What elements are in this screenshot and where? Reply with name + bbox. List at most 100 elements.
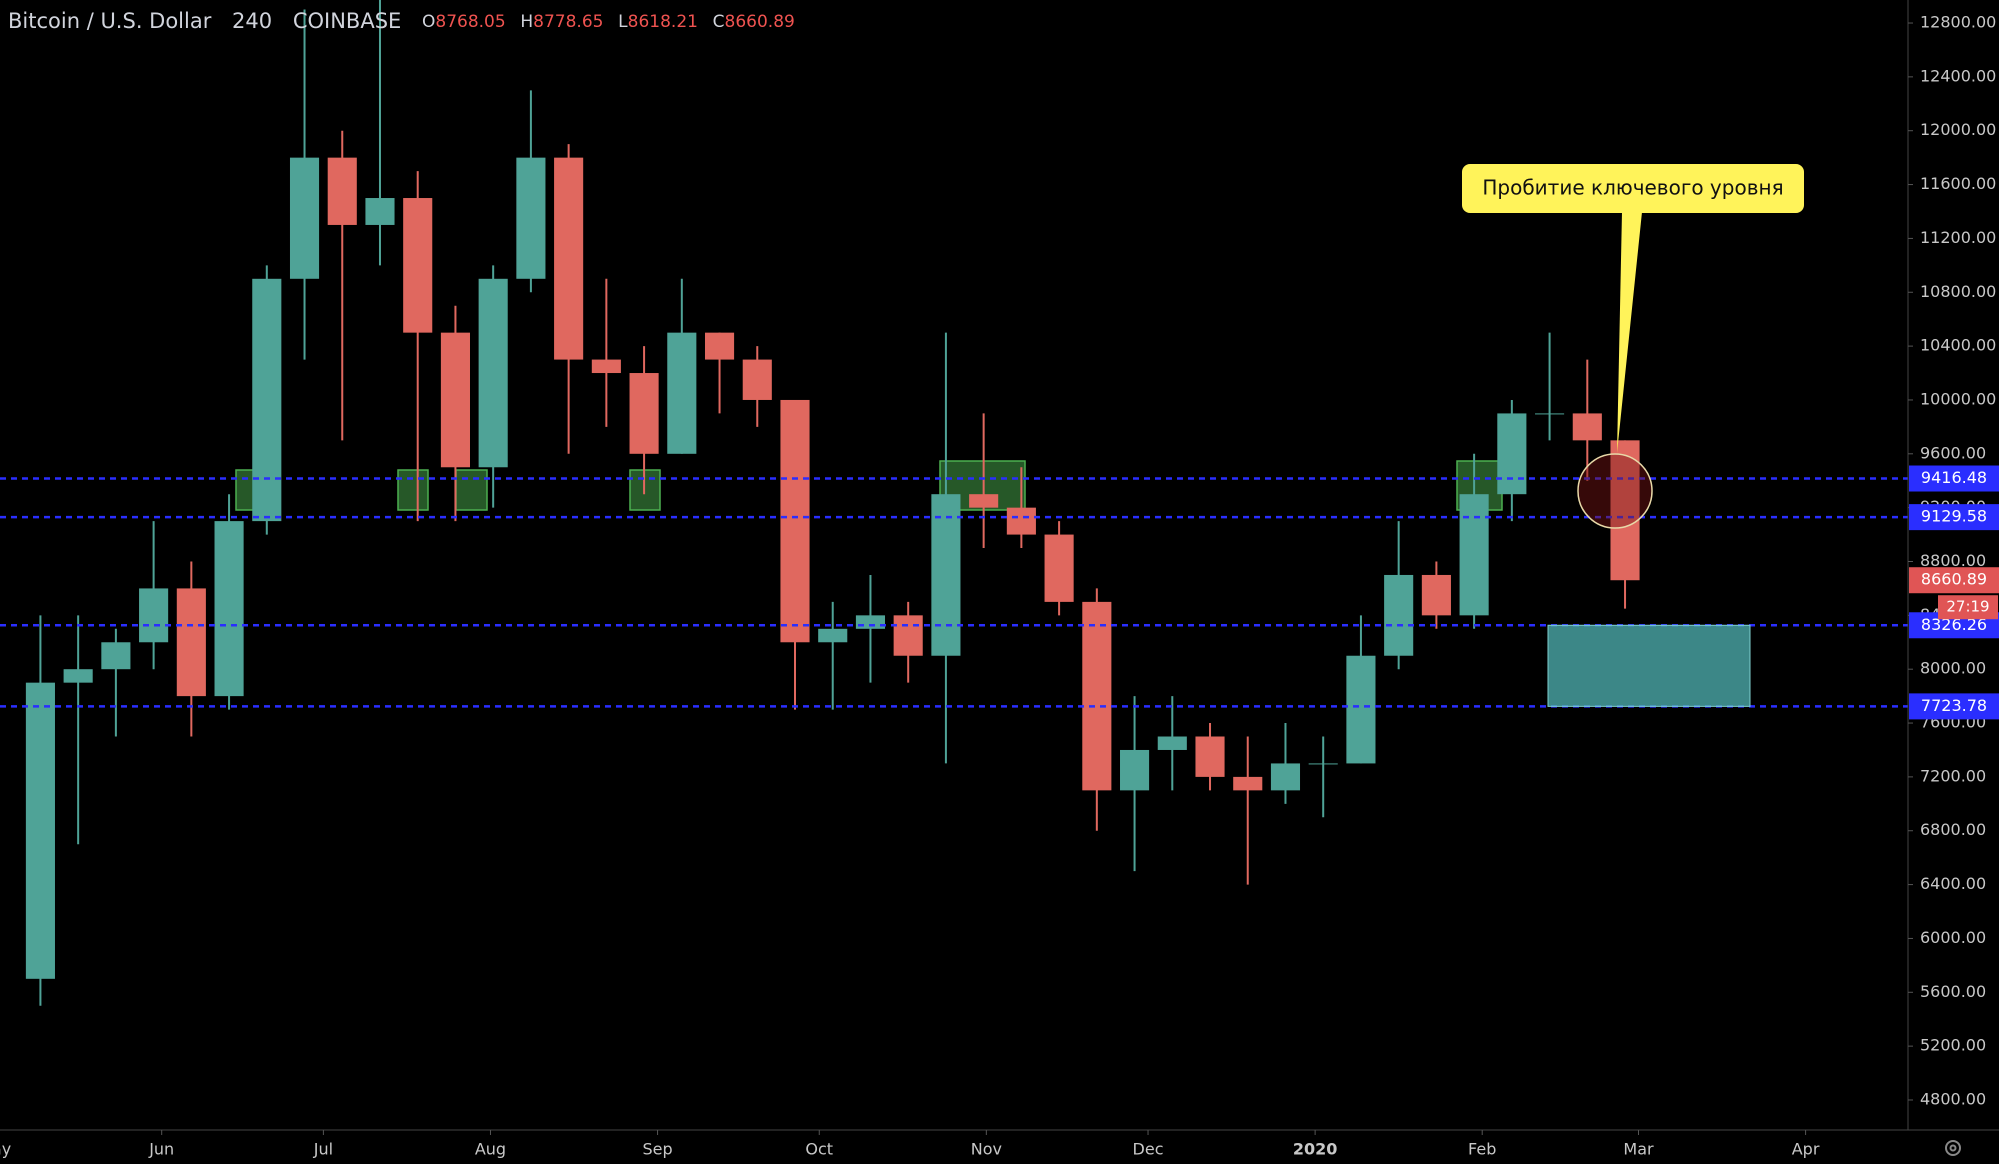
level-label: 7723.78 <box>1921 696 1987 715</box>
callout-pointer <box>1617 212 1642 453</box>
level-label-box <box>1909 693 1999 720</box>
x-tick-label: Aug <box>475 1140 506 1159</box>
candle-body <box>1572 413 1602 441</box>
level-label-box <box>1909 504 1999 531</box>
y-tick-label: 9600.00 <box>1920 443 1986 462</box>
x-tick-label: Feb <box>1468 1140 1496 1159</box>
y-tick-label: 10000.00 <box>1920 389 1996 408</box>
level-label: 9416.48 <box>1921 468 1987 487</box>
zone-box <box>455 469 488 511</box>
y-tick-label: 6400.00 <box>1920 874 1986 893</box>
x-tick-label: Sep <box>642 1140 672 1159</box>
candle-body <box>818 628 848 643</box>
candle-body <box>1233 776 1263 791</box>
candle-body <box>1384 574 1414 656</box>
candle-body <box>516 157 546 279</box>
y-tick-label: 8800.00 <box>1920 551 1986 570</box>
y-tick-label: 12800.00 <box>1920 13 1996 32</box>
callout-text: Пробитие ключевого уровня <box>1482 176 1783 200</box>
candles <box>25 0 1640 1006</box>
candle-body <box>1610 440 1640 581</box>
exchange: COINBASE <box>293 9 401 33</box>
candle-body <box>893 615 923 656</box>
candle-body <box>1497 413 1527 495</box>
y-tick-label: 7200.00 <box>1920 766 1986 785</box>
y-tick-label: 5200.00 <box>1920 1036 1986 1055</box>
price-axis: 4800.00 5200.00 5600.00 6000.00 6400.00 6800.… <box>1908 13 1996 1108</box>
candle-body <box>403 198 433 333</box>
price-labels: 9416.48 9129.58 8326.26 7723.78 8660.89 27:19 <box>1909 465 1999 720</box>
ohlc-value: 8768.05 <box>435 12 505 32</box>
candle-body <box>252 278 282 522</box>
countdown-label: 27:19 <box>1946 598 1989 616</box>
candle-body <box>139 588 169 643</box>
level-label: 9129.58 <box>1921 507 1987 526</box>
candle-body <box>327 157 357 225</box>
x-tick-label: Jun <box>148 1140 174 1159</box>
candle-body <box>478 278 508 468</box>
candle-body <box>1346 655 1376 764</box>
candle-body <box>63 669 93 683</box>
plot-area: Пробитие ключевого уровня <box>0 0 1908 1006</box>
candle-body <box>1157 736 1187 750</box>
candle-body <box>214 521 244 697</box>
candle-body <box>1270 763 1301 791</box>
breakout-circle <box>1577 453 1653 529</box>
candle-body <box>629 373 659 454</box>
candle-body <box>1535 413 1565 415</box>
candle-body <box>1082 601 1112 791</box>
candle-body <box>554 157 584 360</box>
candle-body <box>1308 763 1338 765</box>
candle-body <box>1120 749 1150 791</box>
ohlc-letter: O <box>422 12 435 32</box>
candle-body <box>667 332 697 454</box>
y-tick-label: 12000.00 <box>1920 120 1996 139</box>
candle-body <box>289 157 320 279</box>
symbol: Bitcoin / U.S. Dollar <box>8 9 212 33</box>
y-tick-label: 10800.00 <box>1920 282 1996 301</box>
y-tick-label: 6800.00 <box>1920 820 1986 839</box>
ohlc-letter: L <box>618 12 628 32</box>
candle-body <box>742 359 772 400</box>
y-tick-label: 6000.00 <box>1920 928 1986 947</box>
candle-body <box>25 682 55 979</box>
candle-body <box>1044 534 1074 602</box>
zone-box <box>397 469 429 511</box>
ohlc-letter: H <box>520 12 533 32</box>
candle-body <box>1421 574 1451 616</box>
candle-body <box>931 494 961 656</box>
ohlc-value: 8778.65 <box>533 12 603 32</box>
y-tick-label: 11200.00 <box>1920 228 1996 247</box>
level-label-box <box>1909 465 1999 492</box>
level-label: 8326.26 <box>1921 615 1987 634</box>
ohlc-letter: C <box>713 12 725 32</box>
x-tick-label: 2020 <box>1293 1140 1338 1159</box>
x-tick-label: Dec <box>1133 1140 1164 1159</box>
ohlc-value: 8660.89 <box>725 12 795 32</box>
ohlc-value: 8618.21 <box>628 12 698 32</box>
settings-icon[interactable] <box>1945 1140 1961 1156</box>
x-tick-label: Mar <box>1623 1140 1654 1159</box>
x-tick-label: Oct <box>805 1140 833 1159</box>
callout-box <box>1462 164 1804 213</box>
candle-body <box>704 332 735 360</box>
x-tick-label: Jul <box>313 1140 333 1159</box>
candle-body <box>591 359 621 374</box>
y-tick-label: 10400.00 <box>1920 336 1996 355</box>
y-tick-label: 12400.00 <box>1920 66 1996 85</box>
candle-body <box>101 642 131 670</box>
candle-body <box>855 615 886 629</box>
candle-body <box>1459 494 1489 616</box>
y-tick-label: 4800.00 <box>1920 1089 1986 1108</box>
y-tick-label: 11600.00 <box>1920 174 1996 193</box>
candle-body <box>1195 736 1225 777</box>
time-axis: May Jun Jul Aug Sep Oct Nov Dec 2020 Feb Mar Apr <box>0 1130 1820 1159</box>
y-tick-label: 5600.00 <box>1920 982 1986 1001</box>
target-zone <box>1547 624 1751 707</box>
last-price-box <box>1909 567 1999 594</box>
countdown-box <box>1938 595 1998 620</box>
y-tick-label: 8000.00 <box>1920 659 1986 678</box>
interval: 240 <box>232 9 272 33</box>
candle-body <box>969 494 999 508</box>
